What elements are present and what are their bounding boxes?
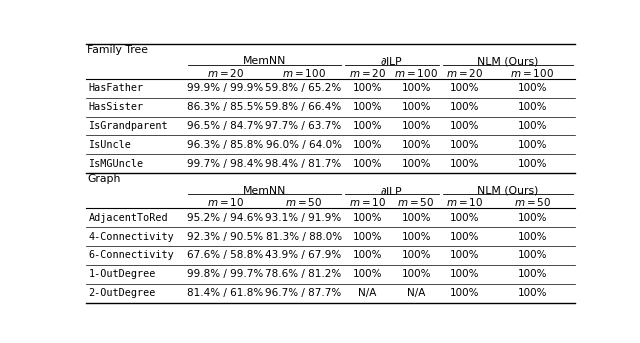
Text: 100%: 100% [401,102,431,112]
Text: 100%: 100% [518,121,547,131]
Text: 99.8% / 99.7%: 99.8% / 99.7% [188,269,264,279]
Text: NLM (Ours): NLM (Ours) [477,56,538,66]
Text: 100%: 100% [401,159,431,169]
Text: 100%: 100% [450,159,480,169]
Text: 2-OutDegree: 2-OutDegree [88,288,156,298]
Text: 100%: 100% [450,121,480,131]
Text: 100%: 100% [401,83,431,93]
Text: $m=50$: $m=50$ [397,197,435,209]
Text: 100%: 100% [401,213,431,223]
Text: 100%: 100% [450,269,480,279]
Text: 100%: 100% [450,83,480,93]
Text: 6-Connectivity: 6-Connectivity [88,250,174,260]
Text: 96.7% / 87.7%: 96.7% / 87.7% [266,288,342,298]
Text: AdjacentToRed: AdjacentToRed [88,213,168,223]
Text: 96.5% / 84.7%: 96.5% / 84.7% [188,121,264,131]
Text: Family Tree: Family Tree [88,45,148,55]
Text: 78.6% / 81.2%: 78.6% / 81.2% [266,269,342,279]
Text: $m=20$: $m=20$ [349,67,386,79]
Text: 100%: 100% [353,250,382,260]
Text: $m=50$: $m=50$ [513,197,551,209]
Text: 100%: 100% [450,140,480,150]
Text: $m=20$: $m=20$ [446,67,484,79]
Text: 98.4% / 81.7%: 98.4% / 81.7% [266,159,342,169]
Text: 96.0% / 64.0%: 96.0% / 64.0% [266,140,342,150]
Text: 100%: 100% [353,232,382,241]
Text: IsGrandparent: IsGrandparent [88,121,168,131]
Text: $m=100$: $m=100$ [394,67,438,79]
Text: 43.9% / 67.9%: 43.9% / 67.9% [266,250,342,260]
Text: 100%: 100% [518,288,547,298]
Text: 100%: 100% [353,140,382,150]
Text: N/A: N/A [358,288,376,298]
Text: 100%: 100% [353,83,382,93]
Text: 100%: 100% [401,232,431,241]
Text: 100%: 100% [518,102,547,112]
Text: 100%: 100% [401,140,431,150]
Text: IsUncle: IsUncle [88,140,131,150]
Text: $m=100$: $m=100$ [510,67,554,79]
Text: 100%: 100% [401,250,431,260]
Text: 96.3% / 85.8%: 96.3% / 85.8% [188,140,264,150]
Text: MemNN: MemNN [243,186,286,196]
Text: $m=10$: $m=10$ [446,197,484,209]
Text: 100%: 100% [450,288,480,298]
Text: 100%: 100% [353,121,382,131]
Text: 100%: 100% [518,140,547,150]
Text: 95.2% / 94.6%: 95.2% / 94.6% [188,213,264,223]
Text: $\partial$ILP: $\partial$ILP [380,185,403,197]
Text: $m=20$: $m=20$ [207,67,244,79]
Text: 100%: 100% [518,159,547,169]
Text: HasSister: HasSister [88,102,143,112]
Text: 100%: 100% [450,250,480,260]
Text: $m=50$: $m=50$ [285,197,322,209]
Text: 67.6% / 58.8%: 67.6% / 58.8% [188,250,264,260]
Text: 100%: 100% [518,269,547,279]
Text: 59.8% / 66.4%: 59.8% / 66.4% [266,102,342,112]
Text: 81.4% / 61.8%: 81.4% / 61.8% [188,288,264,298]
Text: $m=100$: $m=100$ [282,67,326,79]
Text: 1-OutDegree: 1-OutDegree [88,269,156,279]
Text: 100%: 100% [401,269,431,279]
Text: MemNN: MemNN [243,56,286,66]
Text: 100%: 100% [450,102,480,112]
Text: 93.1% / 91.9%: 93.1% / 91.9% [266,213,342,223]
Text: 99.9% / 99.9%: 99.9% / 99.9% [188,83,264,93]
Text: HasFather: HasFather [88,83,143,93]
Text: 100%: 100% [518,250,547,260]
Text: 4-Connectivity: 4-Connectivity [88,232,174,241]
Text: 100%: 100% [450,232,480,241]
Text: 100%: 100% [401,121,431,131]
Text: $\partial$ILP: $\partial$ILP [380,55,403,67]
Text: 100%: 100% [518,83,547,93]
Text: 100%: 100% [518,213,547,223]
Text: 81.3% / 88.0%: 81.3% / 88.0% [266,232,342,241]
Text: 86.3% / 85.5%: 86.3% / 85.5% [188,102,264,112]
Text: 97.7% / 63.7%: 97.7% / 63.7% [266,121,342,131]
Text: $m=10$: $m=10$ [207,197,244,209]
Text: 100%: 100% [353,159,382,169]
Text: $m=10$: $m=10$ [349,197,386,209]
Text: 100%: 100% [353,269,382,279]
Text: 100%: 100% [518,232,547,241]
Text: NLM (Ours): NLM (Ours) [477,186,538,196]
Text: 59.8% / 65.2%: 59.8% / 65.2% [266,83,342,93]
Text: N/A: N/A [407,288,425,298]
Text: Graph: Graph [88,174,121,184]
Text: 99.7% / 98.4%: 99.7% / 98.4% [188,159,264,169]
Text: 92.3% / 90.5%: 92.3% / 90.5% [188,232,264,241]
Text: IsMGUncle: IsMGUncle [88,159,143,169]
Text: 100%: 100% [450,213,480,223]
Text: 100%: 100% [353,213,382,223]
Text: 100%: 100% [353,102,382,112]
